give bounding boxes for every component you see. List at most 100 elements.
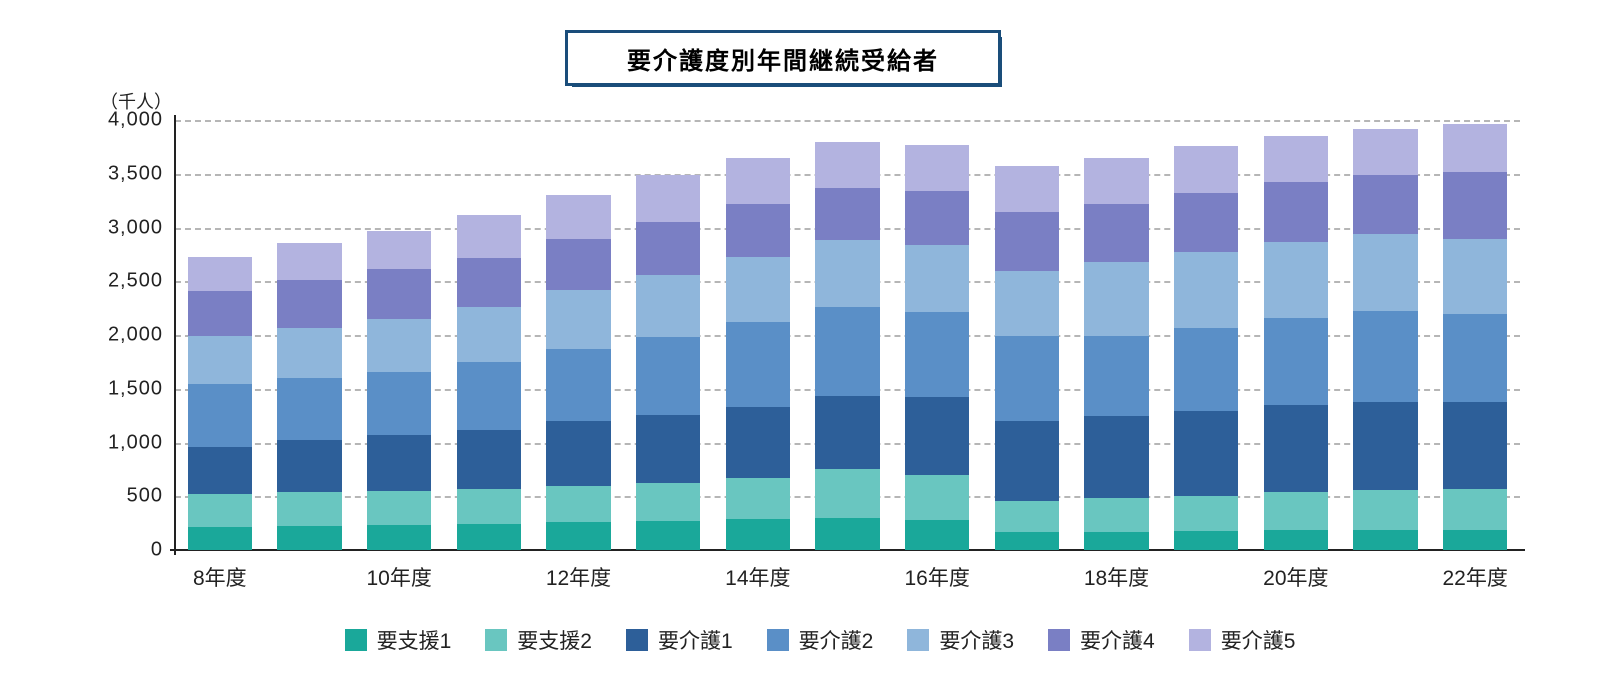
bar-segment: [636, 483, 701, 521]
bar-segment: [457, 430, 522, 489]
bar-segment: [457, 489, 522, 524]
bar-segment: [1264, 182, 1329, 241]
bar-segment: [815, 396, 880, 469]
bar-segment: [905, 312, 970, 397]
y-tick-label: 3,500: [108, 162, 175, 185]
bar-segment: [636, 521, 701, 550]
bar-segment: [1264, 492, 1329, 530]
bar-segment: [1443, 239, 1508, 313]
legend-swatch: [767, 629, 789, 651]
plot-area: 05001,0001,5002,0002,5003,0003,5004,0008…: [175, 120, 1520, 550]
legend-item: 要介護4: [1048, 625, 1155, 655]
bar-segment: [1264, 136, 1329, 182]
bar-segment: [995, 501, 1060, 532]
legend-label: 要介護2: [799, 625, 874, 655]
bar-segment: [905, 475, 970, 520]
legend-item: 要介護1: [626, 625, 733, 655]
bar-segment: [1443, 124, 1508, 171]
x-tick-label: 12年度: [546, 550, 611, 592]
bar-group: [1264, 136, 1329, 550]
bar-segment: [367, 269, 432, 318]
y-tick-label: 1,500: [108, 377, 175, 400]
chart-title: 要介護度別年間継続受給者: [627, 41, 939, 76]
bar-segment: [277, 328, 342, 379]
bar-segment: [1443, 489, 1508, 530]
bar-segment: [1353, 234, 1418, 311]
bar-segment: [188, 494, 253, 527]
bar-group: [1353, 129, 1418, 550]
bar-segment: [277, 378, 342, 440]
bar-segment: [188, 336, 253, 384]
bar-segment: [367, 319, 432, 372]
bar-segment: [277, 280, 342, 327]
y-axis-line: [174, 115, 176, 555]
bar-segment: [636, 222, 701, 275]
bar-segment: [546, 195, 611, 239]
y-tick-label: 3,000: [108, 216, 175, 239]
bar-segment: [1174, 193, 1239, 252]
bar-segment: [815, 240, 880, 307]
bar-segment: [188, 257, 253, 291]
chart-container: 要介護度別年間継続受給者 （千人） 05001,0001,5002,0002,5…: [0, 0, 1600, 695]
legend-swatch: [1048, 629, 1070, 651]
legend-item: 要支援2: [485, 625, 592, 655]
bar-segment: [367, 525, 432, 550]
bar-segment: [457, 258, 522, 307]
bar-segment: [546, 290, 611, 349]
bar-segment: [457, 215, 522, 258]
bar-segment: [815, 469, 880, 517]
legend-item: 要介護2: [767, 625, 874, 655]
bar-segment: [1353, 311, 1418, 401]
y-tick-label: 2,000: [108, 324, 175, 347]
bar-segment: [995, 166, 1060, 212]
bar-segment: [815, 307, 880, 396]
bar-segment: [546, 239, 611, 290]
bar-segment: [905, 191, 970, 245]
x-tick-label: 16年度: [904, 550, 969, 592]
bar-segment: [1174, 411, 1239, 496]
x-tick-label: 22年度: [1442, 550, 1507, 592]
x-tick-label: 14年度: [725, 550, 790, 592]
x-tick-label: 10年度: [366, 550, 431, 592]
bar-segment: [1084, 262, 1149, 336]
bar-segment: [1443, 314, 1508, 402]
bar-segment: [367, 231, 432, 270]
bar-segment: [367, 372, 432, 435]
bar-segment: [1443, 402, 1508, 489]
bar-group: [1174, 146, 1239, 550]
bar-segment: [188, 384, 253, 446]
gridline: [175, 120, 1520, 122]
bar-segment: [1353, 175, 1418, 234]
bar-segment: [815, 142, 880, 188]
bar-segment: [905, 145, 970, 191]
bar-group: [457, 215, 522, 550]
bar-group: [367, 231, 432, 550]
legend-label: 要介護1: [658, 625, 733, 655]
bar-segment: [277, 243, 342, 281]
bar-group: [995, 166, 1060, 550]
bar-segment: [457, 307, 522, 362]
bar-segment: [815, 518, 880, 550]
bar-segment: [726, 204, 791, 257]
bar-segment: [277, 440, 342, 492]
bar-group: [815, 142, 880, 550]
bar-segment: [726, 519, 791, 550]
bar-segment: [905, 245, 970, 313]
bar-segment: [995, 336, 1060, 421]
bar-segment: [1264, 318, 1329, 405]
bar-segment: [546, 349, 611, 421]
bar-segment: [995, 421, 1060, 501]
legend-label: 要介護4: [1080, 625, 1155, 655]
bar-segment: [726, 478, 791, 519]
bar-segment: [1353, 530, 1418, 550]
bar-segment: [188, 527, 253, 550]
bar-segment: [636, 337, 701, 414]
bar-segment: [1174, 146, 1239, 193]
legend-swatch: [1189, 629, 1211, 651]
bar-group: [277, 243, 342, 550]
bar-segment: [636, 175, 701, 222]
legend-swatch: [907, 629, 929, 651]
bar-segment: [546, 421, 611, 486]
bar-segment: [905, 520, 970, 550]
legend: 要支援1要支援2要介護1要介護2要介護3要介護4要介護5: [270, 625, 1370, 655]
